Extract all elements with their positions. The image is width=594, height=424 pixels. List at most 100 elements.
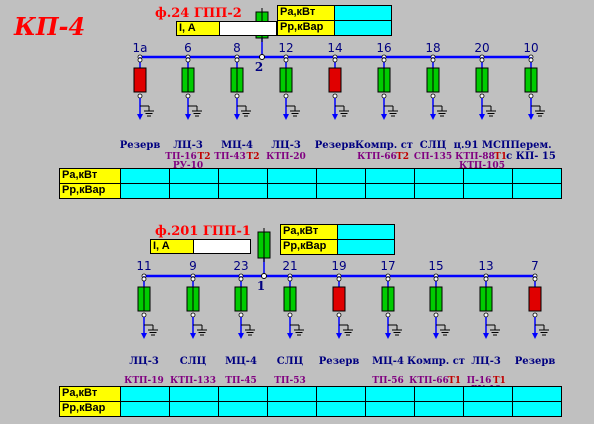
arrow-icon <box>433 333 439 339</box>
section1-table-pp-cell <box>218 401 268 417</box>
section1-table-pa-label: Pa,кВт <box>59 386 121 402</box>
section2-table-pp-cell <box>512 183 562 199</box>
section1-table-pp-cell <box>267 401 317 417</box>
section1-current-value <box>193 239 251 254</box>
section1-supply-title: ф.201 ГПП-1 <box>155 224 251 239</box>
feeder-number: 14 <box>327 41 342 55</box>
page-title: КП-4 <box>14 12 86 41</box>
substation-name: КТП-88 <box>455 152 495 162</box>
section1-feeder-17[interactable]: 17 МЦ-4 ТП-56 <box>372 259 404 386</box>
section2-table-pp-cell <box>120 183 170 199</box>
disconnector-dot <box>238 312 244 318</box>
section2-table-pp-cell <box>316 183 366 199</box>
feeder-number: 6 <box>184 41 192 55</box>
feeder-name: МЦ-4 <box>372 356 404 367</box>
feeder-name: СЛЦ <box>180 356 207 367</box>
feeder-name: Резерв <box>515 356 556 367</box>
section1-group: 1 ф.201 ГПП-1 11 ЛЦ-3 КТП-19 9 СЛЦ КТП-133 23 МЦ-… <box>124 224 555 395</box>
disconnector-dot <box>528 93 534 99</box>
disconnector-dot <box>234 57 240 63</box>
section1-feeder-23[interactable]: 23 МЦ-4 ТП-45 <box>225 259 257 386</box>
arrow-icon <box>141 333 147 339</box>
disconnector-dot <box>385 276 391 282</box>
section2-table-pa-label: Pa,кВт <box>59 168 121 184</box>
breaker-open[interactable] <box>133 67 147 93</box>
section2-feeder-1а[interactable]: 1а Резерв <box>120 41 161 151</box>
disconnector-dot <box>190 312 196 318</box>
arrow-icon <box>336 333 342 339</box>
section2-pa-value <box>334 5 392 21</box>
disconnector-dot <box>185 93 191 99</box>
feeder-name: ЛЦ-3 <box>129 356 159 367</box>
arrow-icon <box>287 333 293 339</box>
substation-name-2: РУ-10 <box>173 161 203 171</box>
section2-feeder-8[interactable]: 8 МЦ-4ТП-43 Т2 <box>214 41 259 162</box>
section2-table-pa-cell <box>463 168 513 184</box>
section1-feeder-19[interactable]: 19 Резерв <box>319 259 360 367</box>
transformer-tag: Т2 <box>247 152 260 162</box>
feeder-name: Резерв <box>315 140 356 151</box>
disconnector-dot <box>430 93 436 99</box>
section1-pa-label: Pa,кВт <box>280 224 338 240</box>
feeder-number: 16 <box>376 41 391 55</box>
section1-pa-value <box>337 224 395 240</box>
arrow-icon <box>137 114 143 120</box>
substation-name: КТП-66 <box>357 152 397 162</box>
section2-table-pa-cell <box>120 168 170 184</box>
disconnector-dot <box>381 57 387 63</box>
feeder-name: МЦ-4 <box>221 140 253 151</box>
feeder-name: СЛЦ <box>277 356 304 367</box>
breaker-open[interactable] <box>332 286 346 312</box>
section1-feeder-21[interactable]: 21 СЛЦ ТП-53 <box>274 259 305 386</box>
section1-pp-value <box>337 239 395 255</box>
disconnector-dot <box>381 93 387 99</box>
arrow-icon <box>332 114 338 120</box>
section1-table-pa-cell <box>218 386 268 402</box>
section2-feeder-10[interactable]: 10 Перем.с КП- 15 <box>506 41 556 162</box>
disconnector-dot <box>532 276 538 282</box>
disconnector-dot <box>430 57 436 63</box>
section1-table-pp-cell <box>169 401 219 417</box>
section1-feeder-7[interactable]: 7 Резерв <box>515 259 556 367</box>
section2-current-value <box>219 21 277 36</box>
feeder-name: МЦ-4 <box>225 356 257 367</box>
feeder-name: ЛЦ-3 <box>173 140 203 151</box>
disconnector-dot <box>528 57 534 63</box>
feeder-number: 11 <box>136 259 151 273</box>
section1-feeder-15[interactable]: 15 Компр. ст КТП-66 Т1 <box>407 259 465 386</box>
disconnector-dot <box>234 93 240 99</box>
section1-bus-number: 1 <box>257 279 265 293</box>
section1-feeder-9[interactable]: 9 СЛЦ КТП-133 <box>170 259 216 386</box>
section1-pp-label: Pp,кВар <box>280 239 338 255</box>
disconnector-dot <box>332 57 338 63</box>
feeder-name: СЛЦ <box>420 140 447 151</box>
breaker-open[interactable] <box>528 286 542 312</box>
section2-table-pa-cell <box>512 168 562 184</box>
section2-bus-number: 2 <box>255 60 263 74</box>
disconnector-dot <box>185 57 191 63</box>
section1-feeder-11[interactable]: 11 ЛЦ-3 КТП-19 <box>124 259 164 386</box>
feeder-number: 17 <box>380 259 395 273</box>
disconnector-dot <box>283 93 289 99</box>
arrow-icon <box>479 114 485 120</box>
breaker-open[interactable] <box>328 67 342 93</box>
disconnector-dot <box>137 57 143 63</box>
transformer-tag: Т1 <box>493 376 506 386</box>
section2-table-pp-cell <box>365 183 415 199</box>
section2-feeder-14[interactable]: 14 Резерв <box>315 41 356 151</box>
substation-name: ТП-16 <box>165 152 196 162</box>
section1-table-pa-cell <box>267 386 317 402</box>
feeder-name: Перем. <box>510 140 551 151</box>
disconnector-dot <box>141 312 147 318</box>
feeder-number: 13 <box>478 259 493 273</box>
section1-table-pp-cell <box>316 401 366 417</box>
section2-table-pp-label: Pp,кВар <box>59 183 121 199</box>
section1-table-pp-cell <box>414 401 464 417</box>
